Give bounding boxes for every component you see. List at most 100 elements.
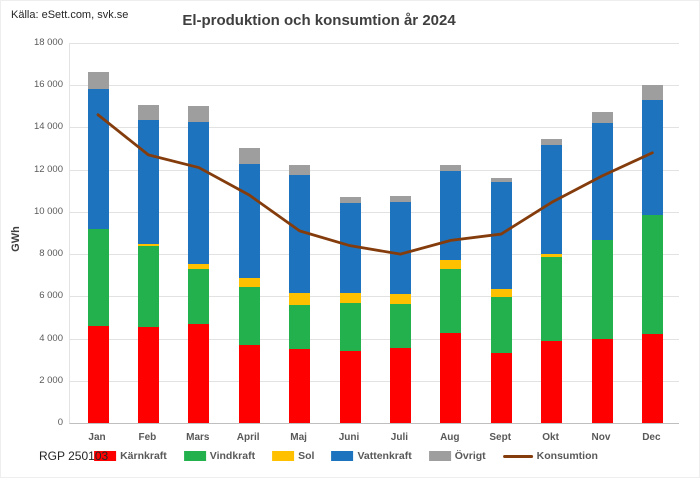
bar-segment-jan-vindkraft bbox=[87, 228, 109, 326]
bar-segment-mars-kärnkraft bbox=[188, 323, 210, 423]
bar-segment-dec-övrigt bbox=[641, 85, 663, 100]
bar-segment-april-sol bbox=[238, 278, 260, 287]
gridline bbox=[70, 169, 679, 171]
consumption-polyline bbox=[96, 113, 654, 256]
gridline bbox=[70, 296, 679, 298]
source-note: Källa: eSett.com, svk.se bbox=[11, 9, 129, 21]
legend-label-vindkraft: Vindkraft bbox=[209, 450, 256, 462]
legend-item-ovrigt: Övrigt bbox=[428, 450, 486, 462]
bar-segment-sept-vattenkraft bbox=[490, 182, 512, 289]
legend-item-vindkraft: Vindkraft bbox=[183, 450, 256, 462]
bar-segment-dec-vattenkraft bbox=[641, 100, 663, 216]
y-tick-label: 6 000 bbox=[39, 290, 63, 302]
y-tick-label: 8 000 bbox=[39, 248, 63, 260]
bar-segment-juli-vindkraft bbox=[389, 303, 411, 349]
y-tick-label: 18 000 bbox=[33, 37, 63, 48]
legend-swatch-sol-icon bbox=[272, 451, 295, 461]
legend-label-sol: Sol bbox=[298, 450, 315, 462]
bar-segment-maj-vattenkraft bbox=[289, 174, 311, 294]
bar-segment-juli-vattenkraft bbox=[389, 202, 411, 295]
y-tick-label: 4 000 bbox=[39, 332, 63, 344]
legend-item-konsumtion: Konsumtion bbox=[502, 450, 598, 462]
bar-segment-aug-vindkraft bbox=[440, 268, 462, 334]
gridline bbox=[70, 211, 679, 213]
x-tick-label: Mars bbox=[186, 432, 210, 443]
bar-segment-juni-vattenkraft bbox=[339, 203, 361, 294]
bar-segment-april-övrigt bbox=[238, 147, 260, 165]
legend-item-vattenkraft: Vattenkraft bbox=[331, 450, 412, 462]
chart-title: El-produktion och konsumtion år 2024 bbox=[182, 12, 456, 29]
bar-segment-mars-sol bbox=[188, 263, 210, 269]
footer-note: RGP 250103 bbox=[39, 449, 109, 463]
x-tick-label: Nov bbox=[591, 432, 611, 443]
bar-segment-aug-kärnkraft bbox=[440, 333, 462, 423]
bar-segment-maj-övrigt bbox=[289, 165, 311, 175]
x-tick-label: Juli bbox=[390, 432, 409, 443]
bar-segment-okt-sol bbox=[541, 254, 563, 258]
legend-item-sol: Sol bbox=[272, 450, 314, 462]
gridline bbox=[70, 43, 679, 44]
bar-segment-juli-övrigt bbox=[389, 196, 411, 203]
bar-segment-feb-övrigt bbox=[137, 105, 159, 121]
consumption-line bbox=[96, 113, 654, 256]
x-tick-label: April bbox=[236, 432, 260, 443]
legend-label-ovrigt: Övrigt bbox=[454, 450, 486, 462]
bar-segment-aug-sol bbox=[440, 260, 462, 269]
bar-segment-nov-kärnkraft bbox=[591, 338, 613, 423]
legend-label-vattenkraft: Vattenkraft bbox=[357, 450, 412, 462]
y-tick-label: 12 000 bbox=[33, 163, 63, 175]
bar-segment-sept-övrigt bbox=[490, 178, 512, 183]
y-tick-label: 16 000 bbox=[33, 79, 63, 91]
bar-segment-nov-övrigt bbox=[591, 111, 613, 124]
bar-segment-juli-sol bbox=[389, 294, 411, 304]
bar-segment-feb-vindkraft bbox=[137, 245, 159, 327]
bar-segment-jan-vattenkraft bbox=[87, 89, 109, 229]
legend: Kärnkraft Vindkraft Sol Vattenkraft Övri… bbox=[94, 450, 598, 462]
bar-segment-april-vindkraft bbox=[238, 286, 260, 345]
legend-swatch-vattenkraft-icon bbox=[331, 451, 354, 461]
bar-segment-feb-kärnkraft bbox=[137, 326, 159, 423]
bar-segment-okt-vattenkraft bbox=[541, 145, 563, 255]
bar-segment-dec-vindkraft bbox=[641, 215, 663, 335]
bar-segment-feb-sol bbox=[137, 243, 159, 246]
bar-segment-juni-kärnkraft bbox=[339, 351, 361, 423]
x-tick-label: Dec bbox=[642, 432, 661, 443]
bar-segment-sept-vindkraft bbox=[490, 297, 512, 354]
bar-segment-mars-vindkraft bbox=[188, 268, 210, 324]
bar-segment-maj-sol bbox=[289, 293, 311, 305]
bar-segment-juni-sol bbox=[339, 293, 361, 303]
legend-item-karnkraft: Kärnkraft bbox=[94, 450, 167, 462]
bar-segment-aug-övrigt bbox=[440, 165, 462, 171]
legend-swatch-konsumtion-line-icon bbox=[502, 454, 533, 458]
x-tick-label: Aug bbox=[440, 432, 460, 443]
bar-segment-dec-kärnkraft bbox=[641, 334, 663, 423]
gridline bbox=[70, 338, 679, 340]
legend-swatch-vindkraft-icon bbox=[183, 451, 206, 461]
gridline bbox=[70, 380, 679, 382]
x-tick-label: Maj bbox=[290, 432, 307, 443]
y-tick-label: 0 bbox=[57, 417, 63, 428]
y-tick-label: 2 000 bbox=[39, 374, 63, 386]
bar-segment-nov-vindkraft bbox=[591, 240, 613, 339]
bar-segment-sept-kärnkraft bbox=[490, 353, 512, 423]
bar-segment-mars-vattenkraft bbox=[188, 122, 210, 264]
plot-area bbox=[69, 43, 679, 424]
x-tick-label: Feb bbox=[138, 432, 157, 443]
legend-swatch-ovrigt-icon bbox=[428, 451, 451, 461]
gridline bbox=[70, 127, 679, 129]
bar-segment-juli-kärnkraft bbox=[389, 348, 411, 423]
y-tick-label: 14 000 bbox=[33, 121, 63, 133]
legend-label-karnkraft: Kärnkraft bbox=[120, 450, 167, 462]
bar-segment-april-kärnkraft bbox=[238, 344, 260, 423]
bar-segment-mars-övrigt bbox=[188, 106, 210, 123]
x-tick-label: Sept bbox=[489, 432, 512, 443]
bar-segment-maj-kärnkraft bbox=[289, 349, 311, 423]
bar-segment-okt-övrigt bbox=[541, 139, 563, 146]
bar-segment-okt-kärnkraft bbox=[541, 340, 563, 423]
legend-swatch-karnkraft-icon bbox=[94, 451, 117, 461]
bar-segment-jan-kärnkraft bbox=[87, 325, 109, 423]
bar-segment-juni-övrigt bbox=[339, 197, 361, 204]
bar-segment-nov-vattenkraft bbox=[591, 123, 613, 241]
x-tick-label: Okt bbox=[542, 432, 559, 443]
